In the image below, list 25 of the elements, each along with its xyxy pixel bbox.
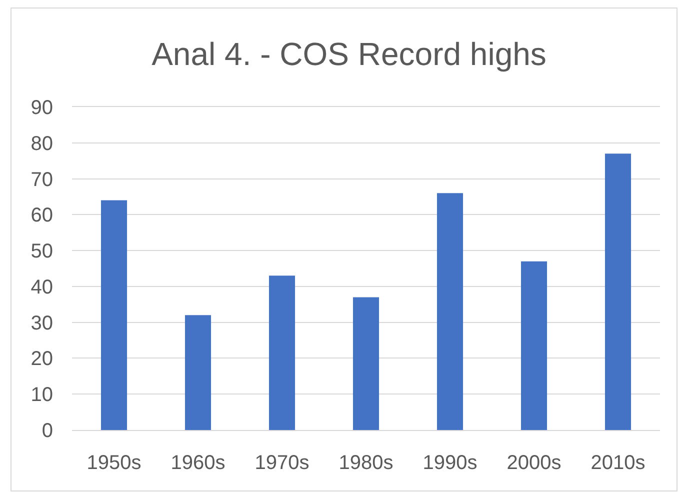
y-tick-label: 20 <box>30 348 53 370</box>
x-tick-label: 2000s <box>506 452 562 474</box>
x-tick-label: 1950s <box>86 452 142 474</box>
y-tick-label: 50 <box>30 240 53 263</box>
bar <box>436 193 464 430</box>
x-tick-label: 2010s <box>590 452 646 474</box>
y-tick-label: 0 <box>42 420 53 442</box>
x-tick-label: 1960s <box>170 452 226 474</box>
x-tick-label: 1990s <box>422 452 478 474</box>
bar <box>604 154 632 430</box>
bar <box>100 200 128 430</box>
bar <box>520 261 548 430</box>
y-tick-label: 80 <box>30 132 53 155</box>
y-tick-label: 90 <box>30 97 53 119</box>
bar <box>352 297 380 430</box>
y-tick-label: 60 <box>30 204 53 227</box>
y-tick-label: 40 <box>30 276 53 298</box>
y-tick-label: 70 <box>30 168 53 191</box>
chart-title: Anal 4. - COS Record highs <box>152 36 546 72</box>
x-tick-label: 1970s <box>254 452 310 474</box>
bar <box>184 315 212 430</box>
x-tick-label: 1980s <box>338 452 394 474</box>
y-tick-label: 10 <box>30 384 53 406</box>
y-tick-label: 30 <box>30 312 53 334</box>
bar <box>268 276 296 430</box>
